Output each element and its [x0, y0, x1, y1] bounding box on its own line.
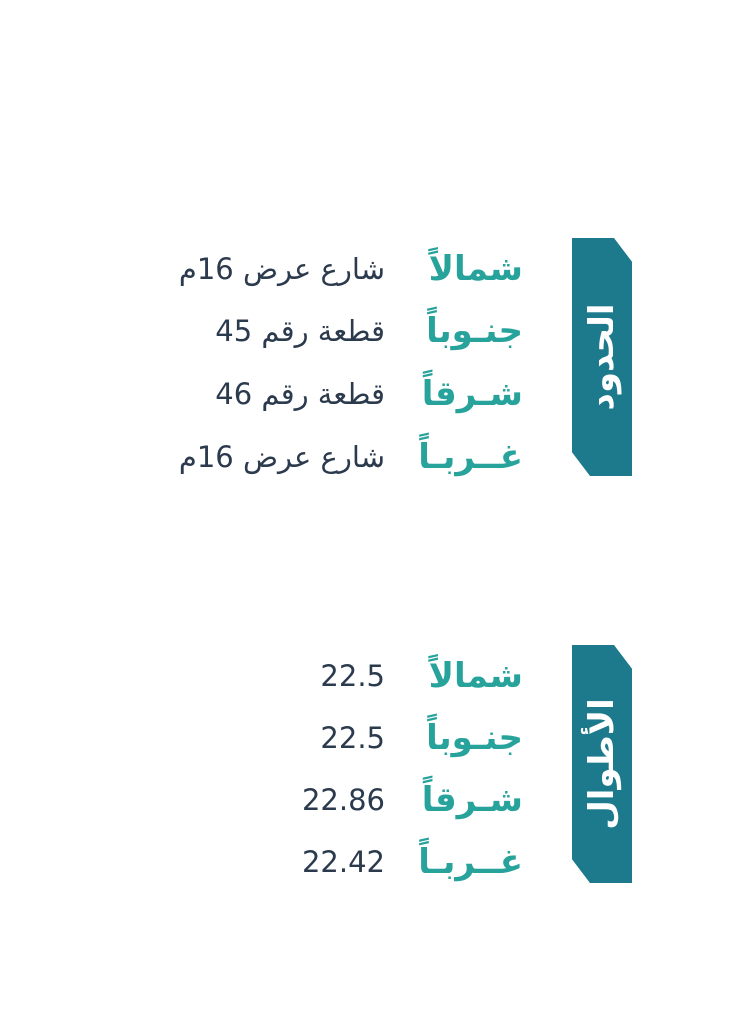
- boundaries-tab: الحدود: [572, 238, 632, 476]
- boundary-row-south: جنـوباً قطعة رقم 45: [0, 300, 750, 362]
- length-value: 22.86: [301, 783, 385, 817]
- length-row-east: شـرقاً 22.86: [0, 769, 750, 831]
- length-row-south: جنـوباً 22.5: [0, 707, 750, 769]
- boundary-value: قطعة رقم 45: [215, 314, 385, 348]
- length-value: 22.5: [320, 721, 385, 755]
- boundary-value: شارع عرض 16م: [178, 440, 385, 474]
- boundary-value: شارع عرض 16م: [178, 252, 385, 286]
- length-row-west: غــربـاً 22.42: [0, 831, 750, 893]
- direction-label: شـرقاً: [421, 374, 523, 414]
- direction-label: شمالاً: [428, 656, 523, 696]
- lengths-tab: الأطوال: [572, 645, 632, 883]
- direction-label: غــربـاً: [418, 437, 523, 477]
- boundary-row-west: غــربـاً شارع عرض 16م: [0, 426, 750, 488]
- length-value: 22.5: [320, 659, 385, 693]
- direction-label: جنـوباً: [426, 718, 523, 758]
- length-value: 22.42: [301, 845, 385, 879]
- direction-label: شـرقاً: [421, 780, 523, 820]
- direction-label: غــربـاً: [418, 842, 523, 882]
- direction-label: شمالاً: [428, 249, 523, 289]
- length-row-north: شمالاً 22.5: [0, 645, 750, 707]
- boundary-value: قطعة رقم 46: [215, 377, 385, 411]
- direction-label: جنـوباً: [426, 311, 523, 351]
- boundary-row-north: شمالاً شارع عرض 16م: [0, 238, 750, 300]
- boundary-row-east: شـرقاً قطعة رقم 46: [0, 363, 750, 425]
